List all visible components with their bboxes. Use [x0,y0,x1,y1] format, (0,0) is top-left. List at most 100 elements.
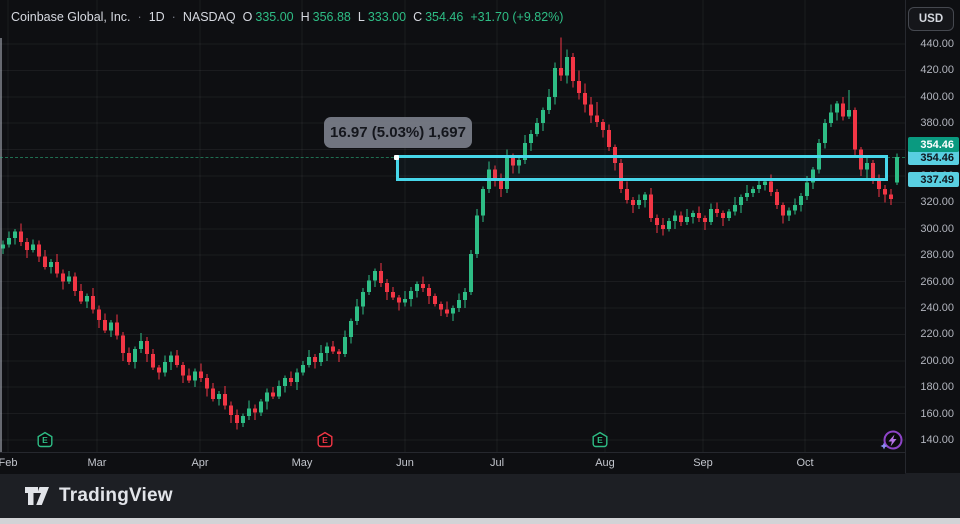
candle-body [127,352,131,363]
time-axis[interactable]: Feb Mar Apr May Jun Jul Aug Sep Oct [0,452,905,474]
candle-body [787,210,791,216]
low-value: 333.00 [367,10,407,24]
candle-body [121,335,125,353]
candle-body [529,133,533,143]
earnings-marker[interactable]: E [316,431,334,452]
candle-body [649,194,653,219]
candle-body [619,162,623,190]
candle-body [853,110,857,150]
candle-body [589,104,593,116]
candle-body [247,408,251,417]
high-label: H [300,10,310,24]
candle-body [37,244,41,257]
candle-body [673,215,677,221]
candle-body [637,199,641,206]
price-tick-label: 300.00 [920,222,954,235]
candle-body [661,224,665,229]
rect-top-price-badge: 354.46 [908,150,959,165]
exchange-name: NASDAQ [182,10,236,24]
candle-body [43,256,47,268]
price-tick-label: 200.00 [920,354,954,367]
month-tick-label: Apr [191,457,209,469]
candle-body [481,189,485,216]
candle-body [109,322,113,331]
candle-body [427,288,431,297]
legend-separator: · [171,10,176,24]
candle-body [337,351,341,355]
currency-toggle-button[interactable]: USD [908,7,954,31]
candle-body [505,156,509,190]
candle-body [523,143,527,161]
price-axis[interactable]: 140.00 160.00 180.00 200.00 220.00 240.00 260.… [905,0,960,473]
candle-body [373,271,377,281]
symbol-legend[interactable]: Coinbase Global, Inc. · 1D · NASDAQ O 33… [11,10,563,24]
candle-body [193,371,197,381]
candle-body [421,284,425,289]
candle-body [769,181,773,192]
change-value: +31.70 (+9.82%) [470,10,564,24]
close-value: 354.46 [425,10,464,24]
price-tick-label: 380.00 [920,117,954,130]
candle-body [277,385,281,397]
candle-body [655,218,659,225]
candle-body [301,364,305,373]
candle-body [91,296,95,310]
flash-event-icon[interactable] [879,428,905,452]
candle-body [169,355,173,363]
candle-body [709,209,713,223]
tradingview-logo-link[interactable]: TradingView [24,485,173,507]
legend-separator: · [137,10,142,24]
candlestick-chart [0,0,905,452]
month-tick-label: Sep [693,457,713,469]
candle-body [805,182,809,196]
chart-pane[interactable]: 16.97 (5.03%) 1,697 Coinbase Global, Inc… [0,0,905,452]
candle-body [877,178,881,190]
svg-text:E: E [322,435,328,445]
price-tick-label: 240.00 [920,302,954,314]
candle-body [667,220,671,229]
month-tick-label: May [291,457,313,469]
price-tick-label: 420.00 [920,64,954,77]
candle-body [283,377,287,386]
high-value: 356.88 [312,10,351,24]
candle-body [163,362,167,373]
candle-body [601,121,605,130]
candle-body [397,297,401,303]
low-label: L [357,10,365,24]
candle-body [1,244,5,249]
candle-body [361,292,365,307]
candle-body [643,194,647,200]
candle-body [439,304,443,310]
candle-body [157,367,161,373]
candle-body [85,296,89,302]
candle-body [451,308,455,314]
timeframe[interactable]: 1D [148,10,165,24]
price-tick-label: 400.00 [920,90,954,103]
candle-body [229,405,233,415]
price-tick-label: 220.00 [920,328,954,341]
candle-body [679,215,683,223]
price-tick-label: 140.00 [920,434,954,446]
candle-body [883,189,887,195]
candle-body [325,346,329,353]
candle-body [307,356,311,365]
candle-body [553,67,557,97]
candle-body [61,273,65,282]
candle-body [871,162,875,179]
brand-name: TradingView [59,484,173,506]
candle-body [577,80,581,93]
rectangle-drag-handle[interactable] [394,154,399,160]
svg-text:E: E [597,435,603,445]
rectangle-drawing[interactable] [396,155,888,181]
candle-body [97,309,101,320]
earnings-marker[interactable]: E [36,431,54,452]
candle-body [895,156,899,183]
symbol-name[interactable]: Coinbase Global, Inc. [11,10,131,24]
left-edge-strip [0,38,2,452]
earnings-marker[interactable]: E [591,431,609,452]
candle-body [493,169,497,179]
candle-body [133,348,137,363]
candle-body [385,282,389,293]
candle-body [559,67,563,76]
